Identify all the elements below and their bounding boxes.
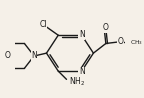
Text: CH$_3$: CH$_3$: [130, 38, 143, 47]
Text: Cl: Cl: [39, 20, 47, 29]
Text: NH$_2$: NH$_2$: [69, 76, 85, 88]
Text: O: O: [117, 37, 123, 46]
Text: O: O: [102, 23, 108, 32]
Text: N: N: [31, 51, 37, 60]
Text: N: N: [79, 30, 85, 39]
Text: O: O: [5, 51, 11, 60]
Text: N: N: [79, 67, 85, 76]
